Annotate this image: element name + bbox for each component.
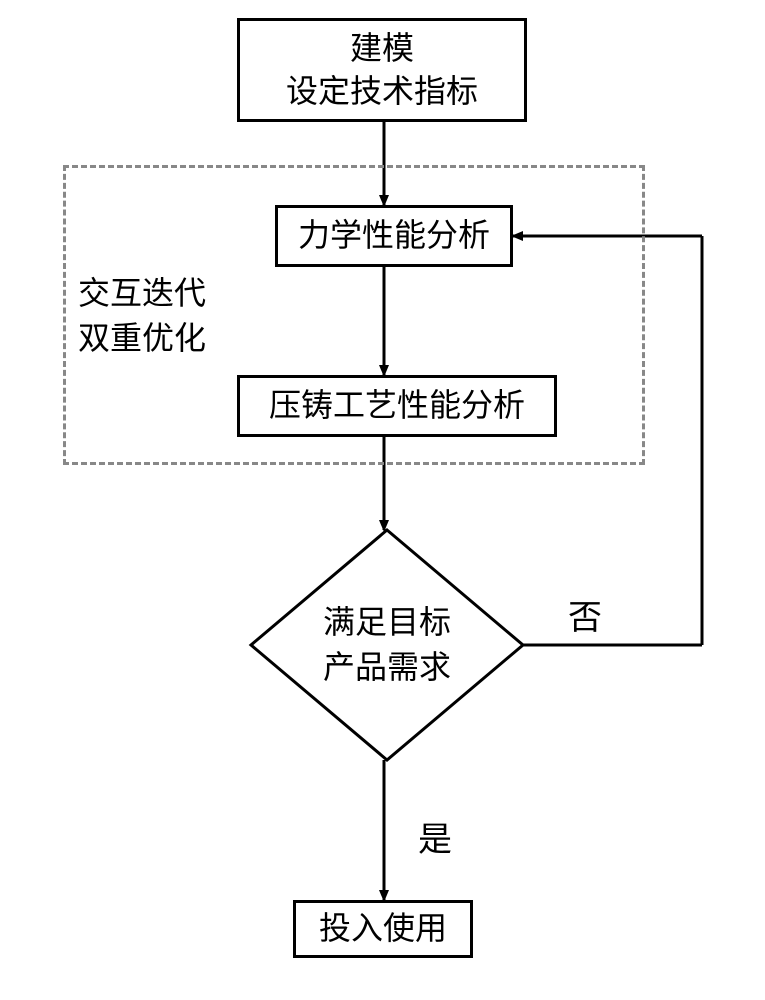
connector-layer [0,0,765,1000]
edge-label-no: 否 [568,590,602,639]
node-deploy-text: 投入使用 [319,907,447,950]
node-mechanical-analysis: 力学性能分析 [275,205,513,267]
node-casting-analysis: 压铸工艺性能分析 [237,375,557,437]
node-casting-analysis-text: 压铸工艺性能分析 [269,384,525,427]
node-decision-line-2: 产品需求 [323,645,451,690]
annotation-line-2: 双重优化 [78,316,206,361]
node-decision: 满足目标 产品需求 [251,530,523,760]
node-decision-line-1: 满足目标 [323,600,451,645]
node-modeling: 建模 设定技术指标 [237,18,527,122]
edge-label-yes: 是 [418,812,452,861]
node-modeling-line-2: 设定技术指标 [286,70,478,113]
node-modeling-line-1: 建模 [350,27,414,70]
node-deploy: 投入使用 [293,900,473,958]
iteration-annotation: 交互迭代 双重优化 [78,271,206,361]
node-mechanical-analysis-text: 力学性能分析 [298,214,490,257]
annotation-line-1: 交互迭代 [78,271,206,316]
